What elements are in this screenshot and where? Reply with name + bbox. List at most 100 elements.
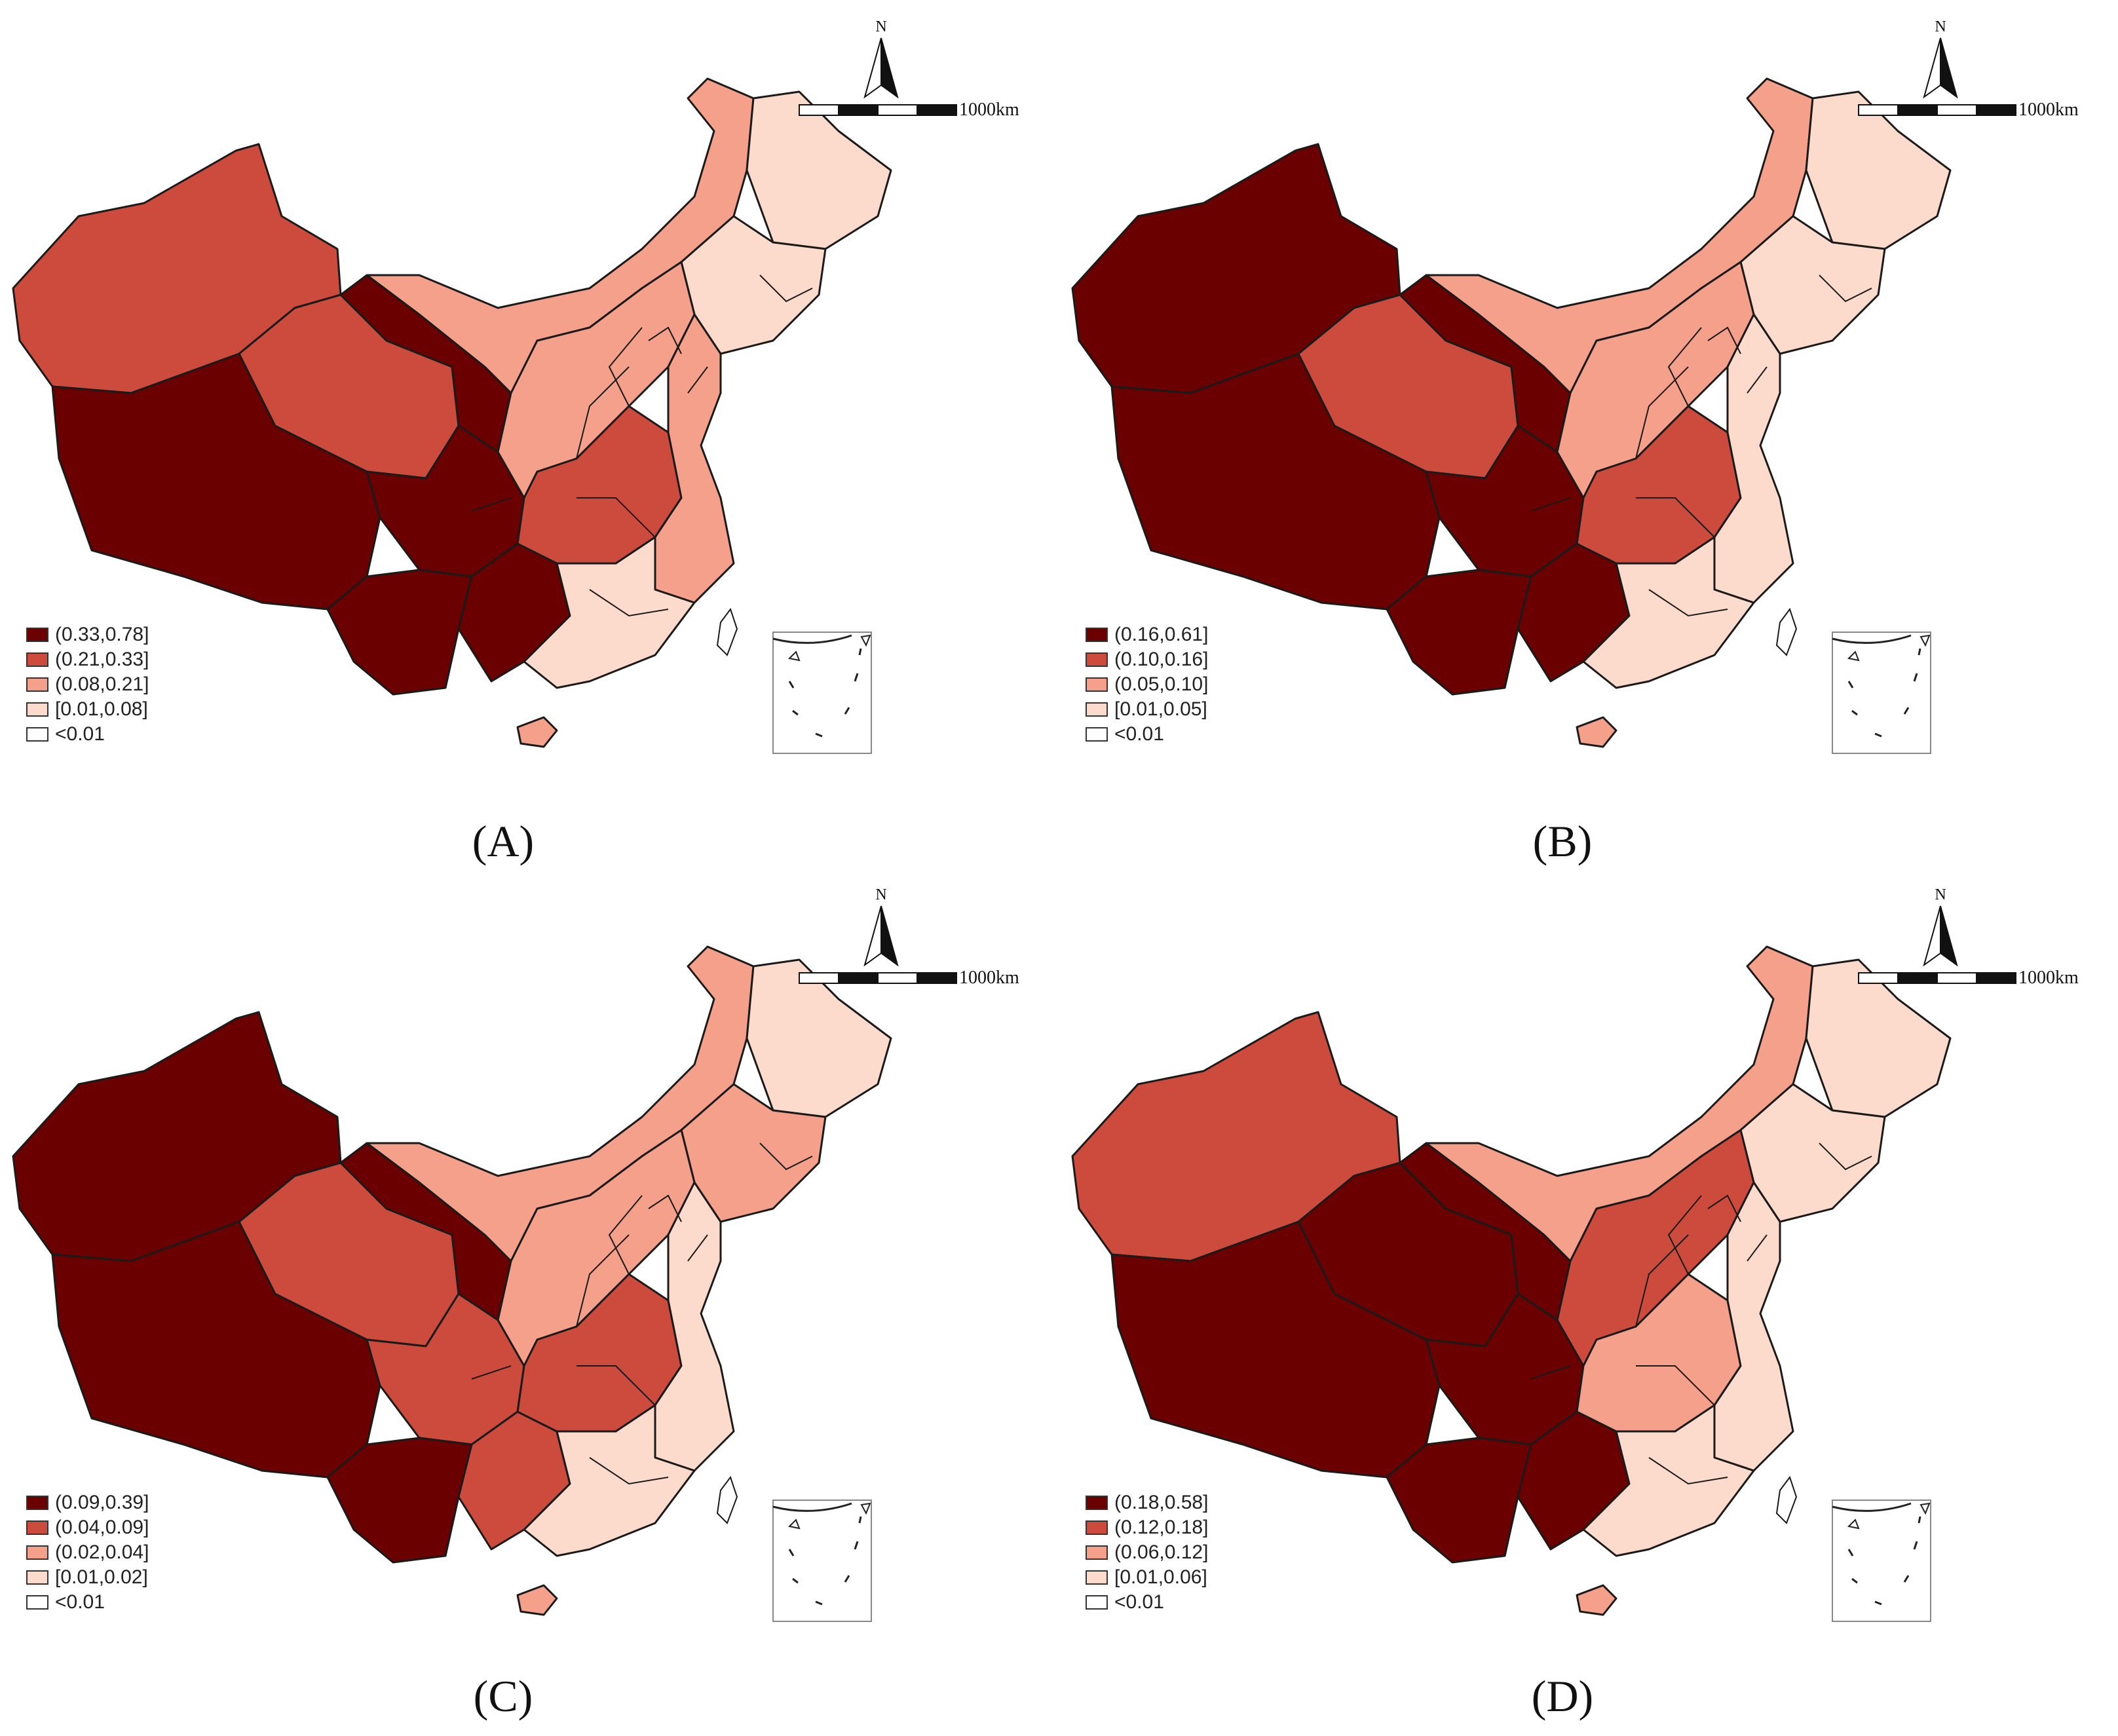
map-regions <box>1071 945 1952 1616</box>
scale-bar: 1000km <box>799 100 1019 120</box>
province-boundary <box>577 1365 656 1406</box>
scale-label: 1000km <box>2018 100 2079 120</box>
legend-swatch <box>26 1545 48 1560</box>
legend-item: (0.06,0.12] <box>1086 1540 1208 1565</box>
legend-swatch <box>26 1496 48 1510</box>
region-south <box>1582 1404 1755 1557</box>
choropleth-map: N 1000km <box>12 18 1019 754</box>
nine-dash-line-segment <box>854 1541 859 1550</box>
province-boundary <box>1707 326 1741 354</box>
scale-label: 1000km <box>959 100 1019 120</box>
nine-dash-line-segment <box>1847 1549 1854 1557</box>
legend-item: (0.05,0.10] <box>1086 672 1208 697</box>
map-panel-C: N 1000km (0.09,0.39] (0.04,0.09] (0.02,0.04]… <box>0 868 1059 1736</box>
province-boundary <box>687 1234 708 1262</box>
legend-label: (0.04,0.09] <box>55 1517 149 1538</box>
legend-item: <0.01 <box>26 1590 149 1615</box>
nine-dash-line-segment <box>1874 732 1882 738</box>
legend-swatch <box>26 1520 48 1535</box>
province-boundary <box>1530 497 1571 512</box>
north-arrow-icon: N <box>863 18 899 99</box>
map-regions <box>1071 77 1952 748</box>
legend-item: (0.09,0.39] <box>26 1490 149 1515</box>
legend-label: [0.01,0.06] <box>1114 1566 1207 1588</box>
legend: (0.33,0.78] (0.21,0.33] (0.08,0.21] [0.01,0… <box>26 622 149 747</box>
scale-bar: 1000km <box>1858 100 2079 120</box>
legend-item: <0.01 <box>1086 722 1208 747</box>
nine-dash-line-segment <box>815 732 823 738</box>
north-label: N <box>875 18 886 35</box>
region-taiwan <box>1775 607 1798 656</box>
region-east <box>1713 1181 1794 1472</box>
legend-swatch <box>1086 1570 1108 1585</box>
legend-swatch <box>1086 652 1108 667</box>
legend-label: (0.21,0.33] <box>55 649 149 670</box>
province-boundary <box>589 1457 669 1485</box>
nine-dash-line-segment <box>854 673 859 682</box>
province-boundary <box>1819 274 1872 303</box>
legend-item: (0.16,0.61] <box>1086 622 1208 647</box>
legend-swatch <box>1086 628 1108 642</box>
legend-swatch <box>26 727 48 742</box>
legend-swatch <box>26 628 48 642</box>
nine-dash-line-segment <box>792 1577 799 1584</box>
legend-swatch <box>26 1570 48 1585</box>
map-panel-A: N 1000km (0.33,0.78] (0.21,0.33] (0.08,0.21]… <box>0 0 1059 868</box>
region-south <box>523 536 696 689</box>
panel-label: (A) <box>472 816 535 866</box>
province-boundary <box>1648 1457 1728 1485</box>
legend-item: [0.01,0.08] <box>26 697 149 722</box>
region-south <box>1582 536 1755 689</box>
legend-label: (0.10,0.16] <box>1114 649 1209 670</box>
legend-item: (0.04,0.09] <box>26 1515 149 1540</box>
region-south <box>523 1404 696 1557</box>
nine-dash-line-segment <box>858 648 862 656</box>
province-boundary <box>1667 1195 1702 1275</box>
region-east <box>654 313 735 604</box>
nine-dash-line-segment <box>788 1549 795 1557</box>
panel-label: (B) <box>1532 816 1593 866</box>
legend-swatch <box>26 652 48 667</box>
province-boundary <box>589 589 669 617</box>
legend-swatch <box>1086 677 1108 692</box>
legend-label: <0.01 <box>1114 1591 1164 1613</box>
nine-dash-line-segment <box>815 1600 823 1606</box>
province-boundary <box>471 497 512 512</box>
legend-label: <0.01 <box>55 723 105 745</box>
province-boundary <box>1636 1365 1715 1406</box>
legend-swatch <box>26 677 48 692</box>
province-boundary <box>759 274 813 303</box>
map-panel-D: N 1000km (0.18,0.58] (0.12,0.18] (0.06,0.12]… <box>1059 868 2118 1736</box>
province-boundary <box>687 366 708 394</box>
legend-item: <0.01 <box>26 722 149 747</box>
scale-label: 1000km <box>959 968 1019 988</box>
nine-dash-line-segment <box>1918 648 1921 656</box>
north-label: N <box>875 886 886 903</box>
legend-label: (0.02,0.04] <box>55 1541 149 1563</box>
south-china-sea-inset <box>772 632 872 754</box>
nine-dash-line-segment <box>792 709 799 716</box>
legend-label: (0.09,0.39] <box>55 1492 149 1513</box>
province-boundary <box>608 1195 643 1275</box>
nine-dash-line-segment <box>1847 681 1854 689</box>
north-arrow-icon: N <box>1923 886 1958 967</box>
legend-label: [0.01,0.05] <box>1114 698 1207 720</box>
legend-swatch <box>1086 1520 1108 1535</box>
nine-dash-line-segment <box>1913 673 1918 682</box>
legend-item: <0.01 <box>1086 1590 1208 1615</box>
north-arrow-icon: N <box>1923 18 1958 99</box>
nine-dash-line-segment <box>858 1516 862 1524</box>
legend-swatch <box>26 1595 48 1610</box>
legend: (0.18,0.58] (0.12,0.18] (0.06,0.12] [0.01,0… <box>1086 1490 1208 1615</box>
province-boundary <box>1530 1365 1571 1380</box>
nine-dash-line-segment <box>844 1575 850 1583</box>
map-regions <box>12 945 892 1616</box>
province-boundary <box>471 1365 512 1380</box>
legend-item: (0.12,0.18] <box>1086 1515 1208 1540</box>
legend-swatch <box>1086 1496 1108 1510</box>
north-label: N <box>1935 18 1946 35</box>
south-china-sea-inset <box>1832 1500 1931 1622</box>
legend-label: (0.16,0.61] <box>1114 624 1209 645</box>
legend-item: (0.21,0.33] <box>26 647 149 672</box>
region-taiwan <box>1775 1475 1798 1524</box>
